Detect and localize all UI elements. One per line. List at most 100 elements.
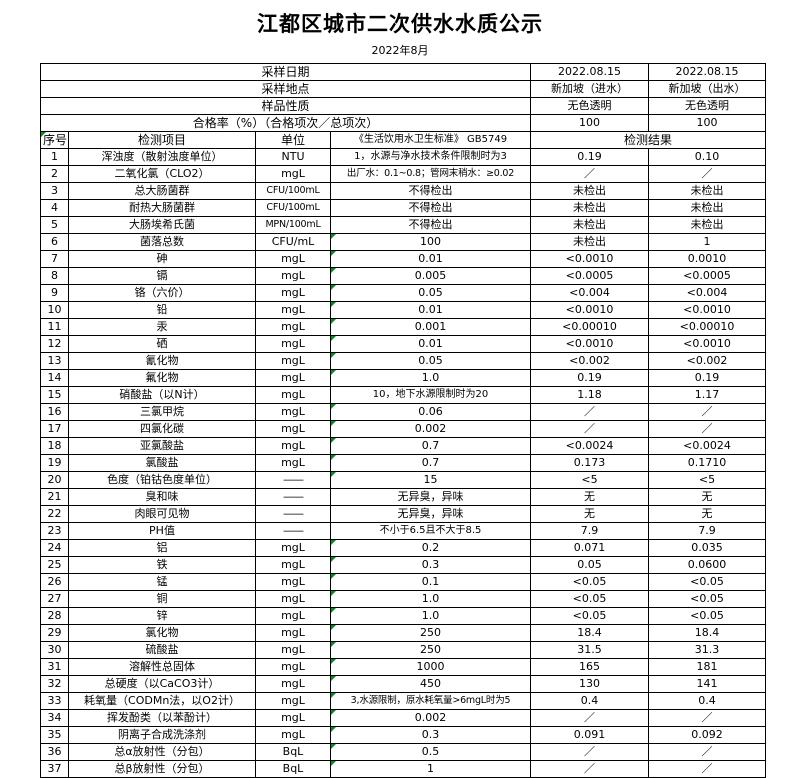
cell-item: 三氯甲烷 [68,403,256,422]
cell-unit: mgL [255,539,331,558]
cell-result-outlet: 无 [648,505,767,524]
cell-standard: 0.05 [329,352,532,371]
meta-value-inlet: 100 [530,114,650,133]
cell-result-outlet: <0.00010 [648,318,767,337]
cell-no: 31 [40,658,69,677]
table-row: 19 氯酸盐 mgL 0.7 0.173 0.1710 [40,454,767,473]
cell-standard: 不得检出 [329,199,532,218]
cell-item: 铁 [68,556,256,575]
table-row: 14 氟化物 mgL 1.0 0.19 0.19 [40,369,767,388]
cell-standard: 0.3 [329,556,532,575]
cell-result-inlet: <0.002 [530,352,650,371]
table-row: 20 色度（铂钴色度单位） —— 15 <5 <5 [40,471,767,490]
cell-item: 铬（六价） [68,284,256,303]
cell-result-outlet: 无 [648,488,767,507]
cell-result-outlet: 未检出 [648,199,767,218]
table-row: 9 铬（六价） mgL 0.05 <0.004 <0.004 [40,284,767,303]
cell-result-inlet: ／ [530,760,650,778]
cell-unit: mgL [255,250,331,269]
table-row: 5 大肠埃希氏菌 MPN/100mL 不得检出 未检出 未检出 [40,216,767,235]
table-row: 32 总硬度（以CaCO3计） mgL 450 130 141 [40,675,767,694]
column-header-item: 检测项目 [68,131,256,150]
cell-no: 29 [40,624,69,643]
cell-result-outlet: <0.0024 [648,437,767,456]
cell-unit: NTU [255,148,331,167]
cell-standard: 0.01 [329,335,532,354]
table-body: 采样日期 2022.08.15 2022.08.15 采样地点 新加坡（进水） 新加坡（出… [39,63,767,778]
table-row: 23 PH值 —— 不小于6.5且不大于8.5 7.9 7.9 [40,522,767,541]
cell-result-outlet: ／ [648,420,767,439]
column-header-no: 序号 [40,131,69,150]
cell-no: 22 [40,505,69,524]
cell-no: 30 [40,641,69,660]
meta-value-outlet: 2022.08.15 [648,63,767,82]
meta-value-inlet: 无色透明 [530,97,650,116]
cell-unit: mgL [255,420,331,439]
cell-standard: 0.5 [329,743,532,762]
cell-unit: mgL [255,454,331,473]
cell-standard: 不得检出 [329,182,532,201]
cell-result-outlet: 141 [648,675,767,694]
cell-item: 耐热大肠菌群 [68,199,256,218]
cell-item: 镉 [68,267,256,286]
cell-item: 肉眼可见物 [68,505,256,524]
cell-result-inlet: 7.9 [530,522,650,541]
cell-no: 13 [40,352,69,371]
cell-result-outlet: 0.10 [648,148,767,167]
cell-unit: mgL [255,692,331,711]
cell-item: 浑浊度（散射浊度单位） [68,148,256,167]
cell-unit: —— [255,471,331,490]
cell-no: 27 [40,590,69,609]
meta-row: 合格率（%）（合格项次／总项次） 100 100 [39,114,767,133]
cell-item: 色度（铂钴色度单位） [68,471,256,490]
cell-result-inlet: <0.05 [530,607,650,626]
table-row: 7 砷 mgL 0.01 <0.0010 0.0010 [40,250,767,269]
cell-unit: mgL [255,607,331,626]
cell-result-inlet: <0.0005 [530,267,650,286]
cell-item: 亚氯酸盐 [68,437,256,456]
table-row: 37 总β放射性（分包） BqL 1 ／／ [40,760,767,778]
table-row: 26 锰 mgL 0.1 <0.05 <0.05 [40,573,767,592]
table-row: 17 四氯化碳 mgL 0.002 ／／ [40,420,767,439]
cell-unit: —— [255,505,331,524]
column-header-standard: 《生活饮用水卫生标准》 GB5749 [329,131,532,150]
cell-result-outlet: 未检出 [648,216,767,235]
cell-no: 33 [40,692,69,711]
cell-result-inlet: 0.19 [530,148,650,167]
table-header-row: 序号 检测项目 单位 《生活饮用水卫生标准》 GB5749 检测结果 [40,131,767,150]
cell-result-inlet: 无 [530,505,650,524]
meta-value-outlet: 无色透明 [648,97,767,116]
cell-unit: mgL [255,590,331,609]
table-row: 12 硒 mgL 0.01 <0.0010 <0.0010 [40,335,767,354]
cell-result-inlet: 0.091 [530,726,650,745]
column-header-unit: 单位 [255,131,331,150]
cell-result-outlet: <0.05 [648,590,767,609]
cell-result-inlet: <0.0024 [530,437,650,456]
cell-result-inlet: ／ [530,403,650,422]
cell-result-inlet: 1.18 [530,386,650,405]
cell-result-outlet: <0.05 [648,573,767,592]
cell-item: PH值 [68,522,256,541]
cell-result-inlet: 18.4 [530,624,650,643]
cell-standard: 0.01 [329,301,532,320]
cell-unit: mgL [255,284,331,303]
table-row: 15 硝酸盐（以N计） mgL 10，地下水源限制时为20 1.18 1.17 [40,386,767,405]
cell-result-inlet: 0.05 [530,556,650,575]
cell-result-outlet: ／ [648,743,767,762]
table-row: 3 总大肠菌群 CFU/100mL 不得检出 未检出 未检出 [40,182,767,201]
cell-result-outlet: 18.4 [648,624,767,643]
cell-standard: 0.1 [329,573,532,592]
cell-result-outlet: 0.19 [648,369,767,388]
meta-value-inlet: 2022.08.15 [530,63,650,82]
table-row: 27 铜 mgL 1.0 <0.05 <0.05 [40,590,767,609]
cell-unit: mgL [255,658,331,677]
cell-result-outlet: 181 [648,658,767,677]
cell-unit: BqL [255,760,331,778]
cell-result-inlet: 未检出 [530,233,650,252]
cell-no: 3 [40,182,69,201]
cell-no: 34 [40,709,69,728]
cell-item: 总硬度（以CaCO3计） [68,675,256,694]
meta-value-outlet: 100 [648,114,767,133]
cell-no: 8 [40,267,69,286]
cell-standard: 0.002 [329,420,532,439]
